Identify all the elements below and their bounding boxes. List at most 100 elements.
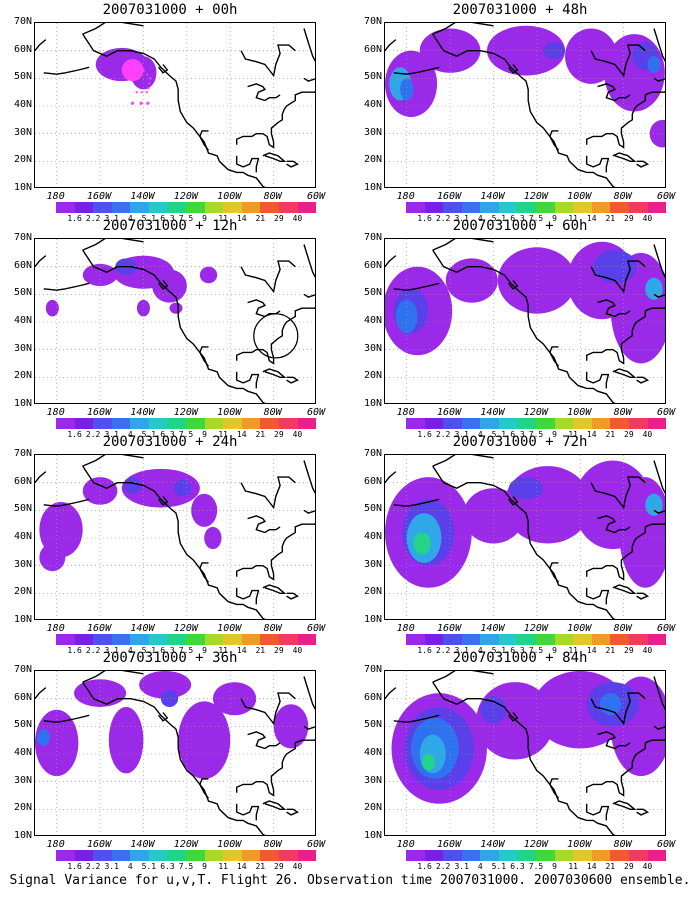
colorbar-label: 40 (292, 214, 303, 223)
colorbar-label: 29 (624, 646, 634, 655)
colorbar-swatch (93, 850, 112, 861)
coastline (247, 731, 281, 750)
colorbar-swatch (297, 418, 317, 429)
variance-contour (419, 28, 481, 73)
coastline (393, 498, 440, 507)
lat-tick-label: 60N (13, 43, 32, 55)
map-panel: 2007031000 + 12h 70N 60N 50N 40N 30N 20N 10N 180… (0, 218, 340, 440)
colorbar-labels: 1.6 2.2 3.1 4 5.1 6.3 7.5 9 11 14 21 29 40 (406, 862, 666, 872)
colorbar-swatch (148, 418, 168, 429)
coastline (432, 671, 494, 683)
lat-tick-label: 30N (363, 774, 382, 786)
colorbar-swatch (241, 634, 261, 645)
colorbar-label: 9 (552, 862, 557, 871)
coastline (303, 28, 315, 82)
coastline (43, 282, 90, 291)
lon-tick-label: 80W (613, 407, 632, 418)
colorbar-label: 3.1 (454, 646, 469, 655)
lat-tick-label: 30N (13, 558, 32, 570)
variance-contour (173, 479, 192, 497)
variance-contour (191, 493, 218, 527)
lat-tick-label: 30N (13, 774, 32, 786)
colorbar-label: 29 (274, 214, 284, 223)
lon-tick-label: 60W (656, 191, 676, 202)
colorbar-label: 40 (292, 646, 303, 655)
coastline (508, 712, 519, 722)
lat-tick-label: 70N (13, 664, 32, 675)
colorbar-swatch (130, 202, 149, 213)
lon-tick-label: 180 (396, 623, 415, 634)
colorbar-labels: 1.6 2.2 3.1 4 5.1 6.3 7.5 9 11 14 21 29 40 (406, 214, 666, 224)
colorbar-label: 40 (292, 862, 303, 871)
lon-tick-label: 80W (613, 623, 632, 634)
lat-tick-label: 30N (363, 126, 382, 138)
lon-tick-label: 140W (480, 407, 505, 418)
lat-tick-label: 70N (363, 232, 382, 243)
colorbar-label: 3.1 (104, 214, 119, 223)
coastline (385, 39, 397, 52)
lon-tick-label: 80W (263, 839, 282, 850)
lon-tick-label: 60W (656, 407, 676, 418)
panel-title: 2007031000 + 36h (102, 650, 238, 666)
variance-contour (593, 250, 637, 284)
colorbar-swatch (554, 850, 574, 861)
lat-tick-label: 10N (363, 182, 382, 193)
colorbar-swatch (167, 418, 187, 429)
coastline (385, 255, 397, 268)
variance-contour (123, 477, 142, 494)
colorbar-swatch (186, 634, 205, 645)
colorbar-labels: 1.6 2.2 3.1 4 5.1 6.3 7.5 9 11 14 21 29 40 (56, 430, 316, 440)
coastline (508, 496, 519, 506)
variance-contour (486, 25, 566, 76)
colorbar-label: 14 (236, 646, 247, 655)
colorbar-label: 6.3 (160, 646, 175, 655)
coastline (43, 66, 90, 75)
variance-field (39, 468, 222, 572)
colorbar-swatch (204, 202, 224, 213)
variance-contour (565, 28, 618, 84)
lat-tick-label: 30N (363, 558, 382, 570)
coastline (303, 460, 315, 514)
colorbar-label: 11 (218, 862, 228, 871)
lon-tick-label: 160W (437, 191, 462, 202)
coastline (35, 687, 47, 700)
colorbar-swatch (573, 850, 592, 861)
lon-tick-label: 60W (656, 839, 676, 850)
lat-tick-label: 30N (363, 342, 382, 354)
colorbar-swatch (111, 202, 131, 213)
colorbar-label: 3.1 (104, 430, 119, 439)
colorbar-label: 6.3 (510, 862, 525, 871)
colorbar-label: 21 (255, 862, 266, 871)
colorbar-swatch (111, 634, 131, 645)
lat-tick-label: 60N (13, 691, 32, 703)
lat-tick-label: 60N (13, 475, 32, 487)
coastline (653, 676, 665, 730)
colorbar-labels: 1.6 2.2 3.1 4 5.1 6.3 7.5 9 11 14 21 29 40 (406, 646, 666, 656)
flight-track (125, 63, 152, 94)
coastline (158, 64, 169, 74)
colorbar-label: 5.1 (141, 430, 157, 439)
variance-contour (45, 299, 59, 317)
lon-tick-label: 100W (217, 191, 242, 202)
colorbar-swatch (406, 202, 425, 213)
coastline (612, 800, 637, 811)
coastline (82, 671, 144, 683)
lon-tick-label: 80W (613, 191, 632, 202)
coastline (43, 498, 90, 507)
flight-point (139, 101, 143, 105)
colorbar-swatch (424, 418, 444, 429)
colorbar-label: 1.6 (417, 214, 432, 223)
colorbar-swatch (111, 418, 131, 429)
colorbar-label: 7.5 (178, 646, 194, 655)
lat-tick-label: 50N (363, 287, 382, 299)
colorbar-swatch (443, 418, 462, 429)
coastline (549, 130, 560, 151)
colorbar-swatch (498, 202, 518, 213)
lat-tick-label: 30N (13, 342, 32, 354)
colorbar-label: 5.1 (491, 214, 507, 223)
lat-tick-label: 60N (363, 259, 382, 271)
coastline (585, 155, 610, 173)
colorbar-label: 40 (642, 646, 653, 655)
map-svg (385, 671, 665, 835)
colorbar-labels: 1.6 2.2 3.1 4 5.1 6.3 7.5 9 11 14 21 29 40 (406, 430, 666, 440)
